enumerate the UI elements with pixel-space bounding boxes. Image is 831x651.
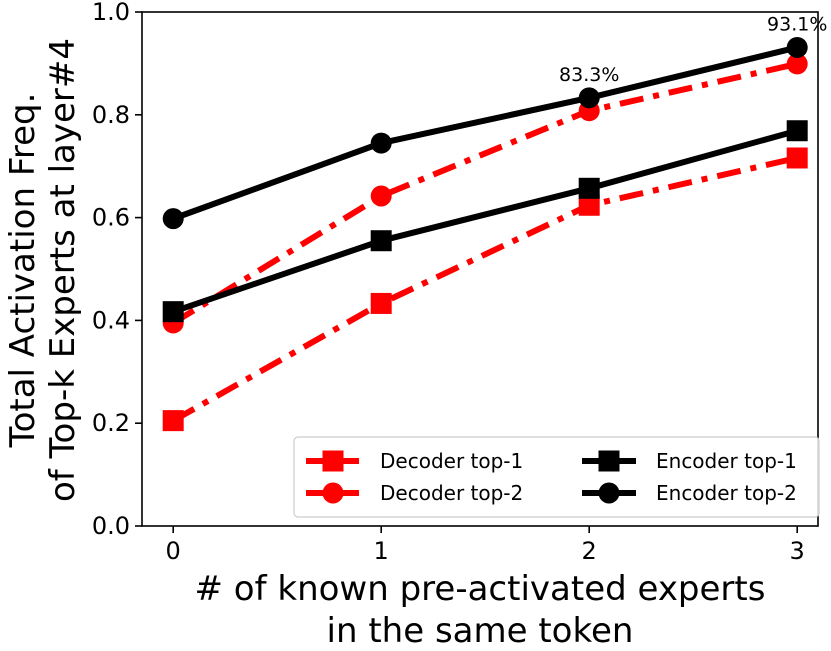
y-tick-label: 0.0	[92, 512, 130, 540]
legend-marker-decoder-top-2	[322, 482, 344, 504]
series-line-decoder-top-2	[171, 60, 798, 326]
series-line-decoder-top-1	[171, 155, 798, 424]
y-tick-label: 0.8	[92, 101, 130, 129]
series-line-encoder-top-2	[172, 44, 798, 222]
legend-label-decoder-top-2: Decoder top-2	[380, 481, 523, 505]
data-point-encoder-top-2	[578, 87, 600, 109]
data-point-encoder-top-1	[162, 301, 184, 323]
data-point-encoder-top-1	[370, 230, 392, 252]
y-tick-label: 0.4	[92, 306, 130, 334]
data-point-encoder-top-2	[370, 132, 392, 154]
legend-box	[293, 436, 820, 518]
data-point-encoder-top-2	[162, 208, 184, 230]
data-label-annotation: 93.1%	[767, 13, 827, 35]
y-tick-label: 0.2	[92, 409, 130, 437]
data-point-decoder-top-1	[162, 410, 184, 432]
y-axis-title-line-1: Total Activation Freq.	[3, 93, 43, 449]
legend-marker-encoder-top-2	[598, 482, 620, 504]
data-point-encoder-top-1	[578, 177, 600, 199]
data-point-decoder-top-1	[578, 194, 600, 216]
y-axis-title: Total Activation Freq. of Top-k Experts …	[3, 38, 83, 502]
x-tick-label: 0	[166, 537, 181, 565]
data-point-decoder-top-2	[370, 185, 392, 207]
x-axis-title-line-1: # of known pre-activated experts	[195, 569, 766, 609]
x-tick-label: 1	[374, 537, 389, 565]
data-point-encoder-top-1	[786, 120, 808, 142]
x-axis-title-line-2: in the same token	[327, 611, 634, 651]
legend-label-encoder-top-1: Encoder top-1	[656, 449, 797, 473]
data-point-encoder-top-2	[786, 36, 808, 58]
y-tick-label: 0.6	[92, 204, 130, 232]
legend: Decoder top-1 Decoder top-2 Encoder top-1 E…	[293, 436, 820, 518]
legend-marker-decoder-top-1	[322, 450, 344, 472]
plot-frame	[141, 11, 819, 527]
series-line-encoder-top-1	[172, 127, 799, 315]
x-tick-label: 2	[582, 537, 597, 565]
x-axis-title: # of known pre-activated experts in the …	[195, 569, 766, 651]
data-label-annotation: 83.3%	[559, 64, 619, 86]
legend-label-encoder-top-2: Encoder top-2	[656, 481, 797, 505]
legend-label-decoder-top-1: Decoder top-1	[380, 449, 523, 473]
x-tick-label: 3	[790, 537, 805, 565]
y-tick-label: 1.0	[92, 0, 130, 26]
legend-marker-encoder-top-1	[598, 450, 620, 472]
y-axis-title-line-2: of Top-k Experts at layer#4	[43, 38, 83, 502]
data-point-decoder-top-2	[786, 53, 808, 75]
data-point-decoder-top-1	[786, 147, 808, 169]
data-point-decoder-top-1	[370, 292, 392, 314]
